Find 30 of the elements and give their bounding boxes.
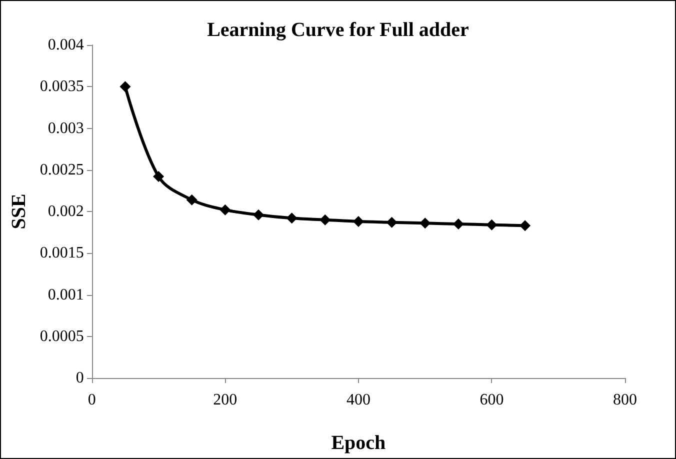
y-tick-label: 0.002 [48, 203, 84, 220]
point [153, 171, 164, 182]
point [452, 218, 464, 230]
y-tick-label: 0.003 [48, 120, 84, 137]
y-tick-label: 0.0025 [40, 161, 84, 178]
point [286, 212, 298, 224]
y-axis-title: SSE [8, 194, 30, 230]
x-axis-title: Epoch [331, 432, 386, 454]
y-tick-label: 0.0015 [40, 244, 84, 262]
point [420, 218, 431, 229]
y-tick-label: 0.004 [48, 36, 84, 54]
point [186, 194, 198, 206]
point [352, 216, 364, 227]
point [120, 81, 131, 92]
x-tick-label: 0 [88, 392, 96, 408]
y-tick-label: 0.001 [48, 286, 84, 304]
y-tick-label: 0.0035 [40, 78, 84, 96]
x-tick-label: 200 [213, 392, 238, 408]
point [386, 216, 398, 228]
x-tick-label: 600 [480, 392, 504, 408]
y-tick-label: 0.0005 [40, 328, 84, 345]
y-tick-label: 0 [76, 370, 84, 386]
point [486, 219, 498, 230]
x-tick-label: 400 [346, 392, 370, 408]
chart-title: Learning Curve for Full adder [207, 19, 470, 41]
point [220, 204, 231, 216]
point [252, 209, 264, 220]
point [520, 220, 531, 232]
point [320, 214, 331, 226]
x-tick-label: 800 [613, 392, 637, 408]
